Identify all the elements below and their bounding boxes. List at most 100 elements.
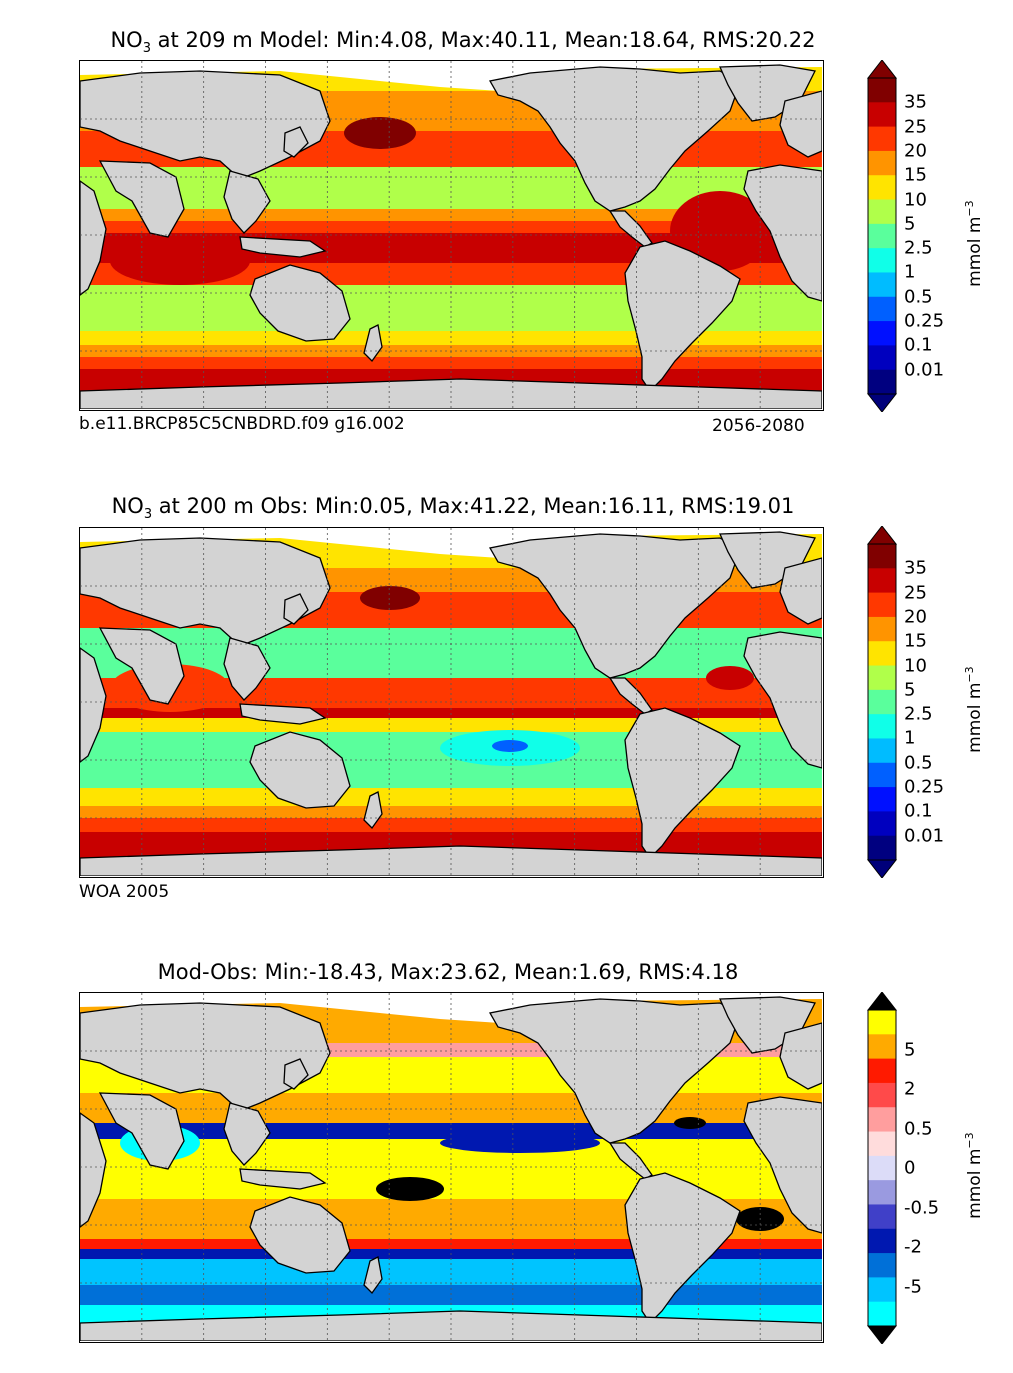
diff-colorbar: 5 2 0.5 0 -0.5 -2 -5 mmol m−3: [866, 992, 986, 1344]
colorbar-tick-label: 0.1: [904, 800, 933, 822]
colorbar-unit-label: mmol m−3: [963, 187, 985, 286]
colorbar-swatch: [868, 1155, 896, 1181]
model-caption-right: 2056-2080: [712, 416, 805, 436]
new-zealand-land: [363, 324, 383, 363]
colorbar-swatch: [868, 762, 896, 788]
colorbar-frame: [867, 1009, 897, 1327]
greenland-land: [719, 531, 816, 589]
colorbar-swatch: [868, 1107, 896, 1133]
colorbar-unit-label: mmol m−3: [963, 1119, 985, 1219]
europe-east-land: [779, 90, 822, 158]
title-text: at 209 m Model: Min:4.08, Max:40.11, Mea…: [150, 28, 816, 52]
colorbar-swatch: [868, 1180, 896, 1205]
japan-land: [283, 126, 309, 158]
africa-land: [743, 631, 822, 769]
colorbar-tick-label: 0.25: [904, 776, 945, 798]
europe-east-land: [779, 557, 822, 625]
colorbar-swatch: [868, 248, 896, 273]
colorbar-tick-label: 5: [904, 679, 916, 701]
title-species: NO: [110, 28, 143, 52]
colorbar-frame: [867, 77, 897, 395]
colorbar-tick-label: 5: [904, 1039, 916, 1060]
colorbar-tick-label: 5: [904, 213, 916, 235]
colorbar-swatch: [868, 738, 896, 764]
obs-caption-left: WOA 2005: [79, 882, 170, 902]
colorbar-graphic: [866, 60, 898, 412]
colorbar-under-arrow: [866, 1325, 898, 1344]
colorbar-swatch: [868, 568, 896, 594]
colorbar-tick-label: 2: [904, 1078, 916, 1100]
colorbar-swatch: [868, 1010, 896, 1035]
obs-colorbar: 35 25 20 15 10 5 2.5 1 0.5 0.25 0.1 0.01 mmol m−3: [866, 526, 986, 878]
europe-east-land: [779, 1022, 822, 1090]
diff-map: [79, 992, 824, 1343]
colorbar-tick-label: 0.25: [904, 310, 945, 332]
africa-west-land: [80, 647, 107, 763]
map-canvas: [80, 61, 822, 409]
unit-text: mmol m: [964, 682, 985, 753]
colorbar-swatch: [868, 369, 896, 395]
unit-exponent: −3: [963, 666, 977, 683]
title-text: at 200 m Obs: Min:0.05, Max:41.22, Mean:…: [152, 494, 795, 518]
colorbar-tick-label: 15: [904, 630, 927, 652]
contour-patch: [440, 1133, 600, 1153]
colorbar-swatch: [868, 641, 896, 667]
contour-patch: [670, 191, 770, 271]
contour-band: [80, 806, 822, 818]
colorbar-swatch: [868, 272, 896, 298]
colorbar-swatch: [868, 1034, 896, 1060]
southeast-asia-land: [223, 1102, 271, 1166]
europe-land: [80, 1002, 331, 1112]
colorbar-tick-label: 0.01: [904, 825, 945, 847]
africa-west-land: [80, 1112, 107, 1228]
colorbar-swatch: [868, 1228, 896, 1254]
colorbar-swatch: [868, 544, 896, 569]
southeast-asia-land: [223, 637, 271, 701]
southeast-asia-land: [223, 170, 271, 234]
unit-exponent: −3: [963, 200, 977, 217]
map-canvas: [80, 528, 822, 876]
model-colorbar: 35 25 20 15 10 5 2.5 1 0.5 0.25 0.1 0.01 mmol m−3: [866, 60, 986, 412]
indonesia-land: [239, 236, 327, 258]
title-subscript: 3: [142, 41, 151, 57]
japan-land: [283, 1058, 309, 1090]
colorbar-swatch: [868, 296, 896, 322]
colorbar-tick-label: -5: [904, 1276, 922, 1297]
colorbar-over-arrow: [866, 60, 898, 79]
colorbar-swatch: [868, 102, 896, 128]
colorbar-over-arrow: [866, 526, 898, 545]
panel-title-model: NO3 at 209 m Model: Min:4.08, Max:40.11,…: [28, 28, 898, 56]
japan-land: [283, 593, 309, 625]
europe-land: [80, 537, 331, 647]
obs-map: [79, 527, 824, 878]
colorbar-tick-label: -0.5: [904, 1197, 940, 1218]
colorbar-graphic: [866, 992, 898, 1344]
colorbar-tick-label: 0.01: [904, 359, 945, 381]
colorbar-tick-label: 15: [904, 164, 927, 186]
colorbar-tick-label: 2.5: [904, 237, 933, 259]
colorbar-swatch: [868, 321, 896, 346]
colorbar-tick-label: 0.5: [904, 752, 933, 774]
colorbar-swatch: [868, 78, 896, 103]
colorbar-unit-label: mmol m−3: [963, 653, 985, 753]
colorbar-tick-label: 20: [904, 140, 927, 162]
unit-text: mmol m: [964, 1148, 985, 1219]
colorbar-tick-label: 0.5: [904, 1118, 933, 1139]
colorbar-swatch: [868, 811, 896, 837]
india-land: [98, 1092, 185, 1170]
colorbar-swatch: [868, 199, 896, 225]
contour-patch: [360, 586, 420, 610]
colorbar-swatch: [868, 1204, 896, 1230]
new-zealand-land: [363, 1256, 383, 1295]
colorbar-swatch: [868, 592, 896, 618]
colorbar-swatch: [868, 1082, 896, 1108]
indonesia-land: [239, 703, 327, 725]
australia-land: [249, 264, 351, 342]
greenland-land: [719, 996, 816, 1054]
colorbar-swatch: [868, 1277, 896, 1303]
model-map: [79, 60, 824, 411]
colorbar-swatch: [868, 714, 896, 739]
colorbar-tick-label: 1: [904, 261, 916, 283]
south-america-land: [624, 707, 741, 860]
colorbar-tick-label: 35: [904, 557, 927, 579]
